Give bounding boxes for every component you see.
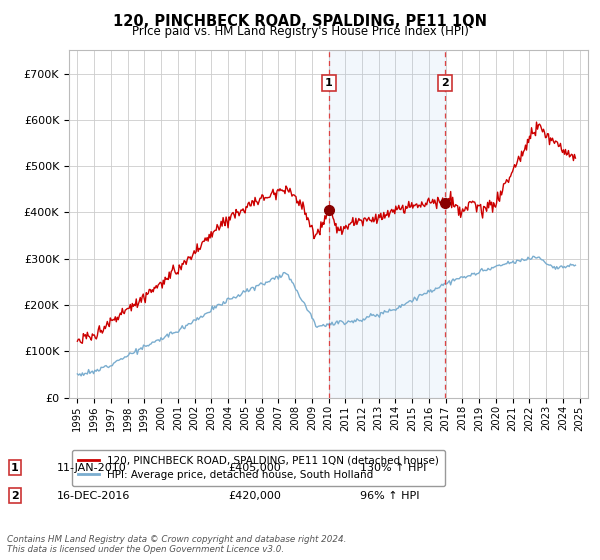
Text: 2: 2 [11, 491, 19, 501]
Text: 2: 2 [441, 78, 449, 88]
Text: 11-JAN-2010: 11-JAN-2010 [57, 463, 127, 473]
Text: 96% ↑ HPI: 96% ↑ HPI [360, 491, 419, 501]
Legend: 120, PINCHBECK ROAD, SPALDING, PE11 1QN (detached house), HPI: Average price, de: 120, PINCHBECK ROAD, SPALDING, PE11 1QN … [71, 450, 445, 486]
Bar [329, 50, 445, 398]
Text: Price paid vs. HM Land Registry's House Price Index (HPI): Price paid vs. HM Land Registry's House … [131, 25, 469, 38]
Text: Contains HM Land Registry data © Crown copyright and database right 2024.
This d: Contains HM Land Registry data © Crown c… [7, 535, 347, 554]
Text: 1: 1 [11, 463, 19, 473]
Text: £405,000: £405,000 [228, 463, 281, 473]
Text: 120, PINCHBECK ROAD, SPALDING, PE11 1QN: 120, PINCHBECK ROAD, SPALDING, PE11 1QN [113, 14, 487, 29]
Text: 1: 1 [325, 78, 333, 88]
Text: 130% ↑ HPI: 130% ↑ HPI [360, 463, 427, 473]
Bar [580, 50, 596, 398]
Text: £420,000: £420,000 [228, 491, 281, 501]
Text: 16-DEC-2016: 16-DEC-2016 [57, 491, 130, 501]
